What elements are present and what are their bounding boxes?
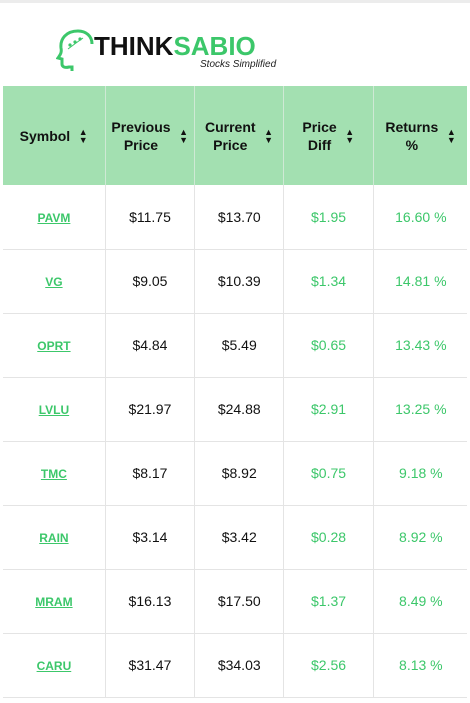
sort-icon[interactable]: ▲ ▼ — [78, 126, 88, 145]
symbol-cell: PAVM — [3, 185, 106, 250]
current-price-cell: $5.49 — [194, 313, 285, 378]
symbol-cell: OPRT — [3, 313, 106, 378]
head-profile-icon — [56, 29, 94, 71]
previous-price-cell: $31.47 — [105, 633, 196, 698]
symbol-link[interactable]: CARU — [36, 659, 72, 673]
symbol-link[interactable]: MRAM — [35, 595, 73, 609]
table-row: CARU $31.47 $34.03 $2.56 8.13 % — [3, 633, 467, 698]
returns-cell: 8.13 % — [373, 633, 467, 698]
price-diff-cell: $0.28 — [283, 505, 374, 570]
table-row: LVLU $21.97 $24.88 $2.91 13.25 % — [3, 377, 467, 442]
symbol-cell: MRAM — [3, 569, 106, 634]
symbol-link[interactable]: RAIN — [39, 531, 69, 545]
price-diff-cell: $1.34 — [283, 249, 374, 314]
stocks-table: Symbol ▲ ▼ Previous Price▲ ▼ Current Price▲ ▼ … — [3, 86, 467, 698]
returns-cell: 13.25 % — [373, 377, 467, 442]
thinksabio-logo[interactable]: THINKSABIO Stocks Simplified — [56, 25, 296, 73]
previous-price-cell: $16.13 — [105, 569, 196, 634]
symbol-cell: VG — [3, 249, 106, 314]
logo-tagline: Stocks Simplified — [200, 59, 277, 70]
previous-price-cell: $3.14 — [105, 505, 196, 570]
sort-icon[interactable]: ▲ ▼ — [345, 126, 355, 145]
current-price-cell: $13.70 — [194, 185, 285, 250]
column-header-price-diff[interactable]: Price Diff▲ ▼ — [283, 86, 374, 185]
table-row: TMC $8.17 $8.92 $0.75 9.18 % — [3, 441, 467, 506]
table-row: MRAM $16.13 $17.50 $1.37 8.49 % — [3, 569, 467, 634]
price-diff-cell: $0.75 — [283, 441, 374, 506]
symbol-link[interactable]: PAVM — [37, 210, 71, 225]
current-price-cell: $8.92 — [194, 441, 285, 506]
symbol-cell: LVLU — [3, 377, 106, 442]
returns-cell: 8.92 % — [373, 505, 467, 570]
current-price-cell: $3.42 — [194, 505, 285, 570]
symbol-link[interactable]: LVLU — [38, 403, 70, 417]
table-row: OPRT $4.84 $5.49 $0.65 13.43 % — [3, 313, 467, 378]
column-header-returns[interactable]: Returns %▲ ▼ — [373, 86, 467, 185]
previous-price-cell: $9.05 — [105, 249, 196, 314]
column-header-current-price[interactable]: Current Price▲ ▼ — [194, 86, 285, 185]
symbol-cell: TMC — [3, 441, 106, 506]
table-row: PAVM $11.75 $13.70 $1.95 16.60 % — [3, 185, 467, 250]
price-diff-cell: $0.65 — [283, 313, 374, 378]
previous-price-cell: $4.84 — [105, 313, 196, 378]
stocks-table-container[interactable]: Symbol ▲ ▼ Previous Price▲ ▼ Current Price▲ ▼ … — [3, 86, 467, 703]
symbol-link[interactable]: TMC — [40, 467, 67, 481]
price-diff-cell: $2.91 — [283, 377, 374, 442]
returns-cell: 9.18 % — [373, 441, 467, 506]
price-diff-cell: $1.37 — [283, 569, 374, 634]
logo-wordmark: THINKSABIO — [94, 31, 256, 61]
column-header-symbol[interactable]: Symbol ▲ ▼ — [3, 86, 106, 185]
price-diff-cell: $2.56 — [283, 633, 374, 698]
symbol-link[interactable]: OPRT — [37, 339, 71, 353]
returns-cell: 16.60 % — [373, 185, 467, 250]
symbol-link[interactable]: VG — [45, 275, 63, 289]
current-price-cell: $24.88 — [194, 377, 285, 442]
price-diff-cell: $1.95 — [283, 185, 374, 250]
symbol-cell: CARU — [3, 633, 106, 698]
top-bar: THINKSABIO Stocks Simplified — [0, 0, 470, 86]
previous-price-cell: $21.97 — [105, 377, 196, 442]
returns-cell: 8.49 % — [373, 569, 467, 634]
sort-icon[interactable]: ▲ ▼ — [179, 126, 188, 145]
table-row: RAIN $3.14 $3.42 $0.28 8.92 % — [3, 505, 467, 570]
previous-price-cell: $8.17 — [105, 441, 196, 506]
previous-price-cell: $11.75 — [105, 185, 196, 250]
column-header-previous-price[interactable]: Previous Price▲ ▼ — [105, 86, 196, 185]
returns-cell: 13.43 % — [373, 313, 467, 378]
table-header-row: Symbol ▲ ▼ Previous Price▲ ▼ Current Price▲ ▼ … — [3, 86, 467, 185]
current-price-cell: $10.39 — [194, 249, 285, 314]
returns-cell: 14.81 % — [373, 249, 467, 314]
table-row: VG $9.05 $10.39 $1.34 14.81 % — [3, 249, 467, 314]
sort-icon[interactable]: ▲ ▼ — [264, 126, 273, 145]
symbol-cell: RAIN — [3, 505, 106, 570]
current-price-cell: $34.03 — [194, 633, 285, 698]
sort-icon[interactable]: ▲ ▼ — [446, 126, 456, 145]
current-price-cell: $17.50 — [194, 569, 285, 634]
